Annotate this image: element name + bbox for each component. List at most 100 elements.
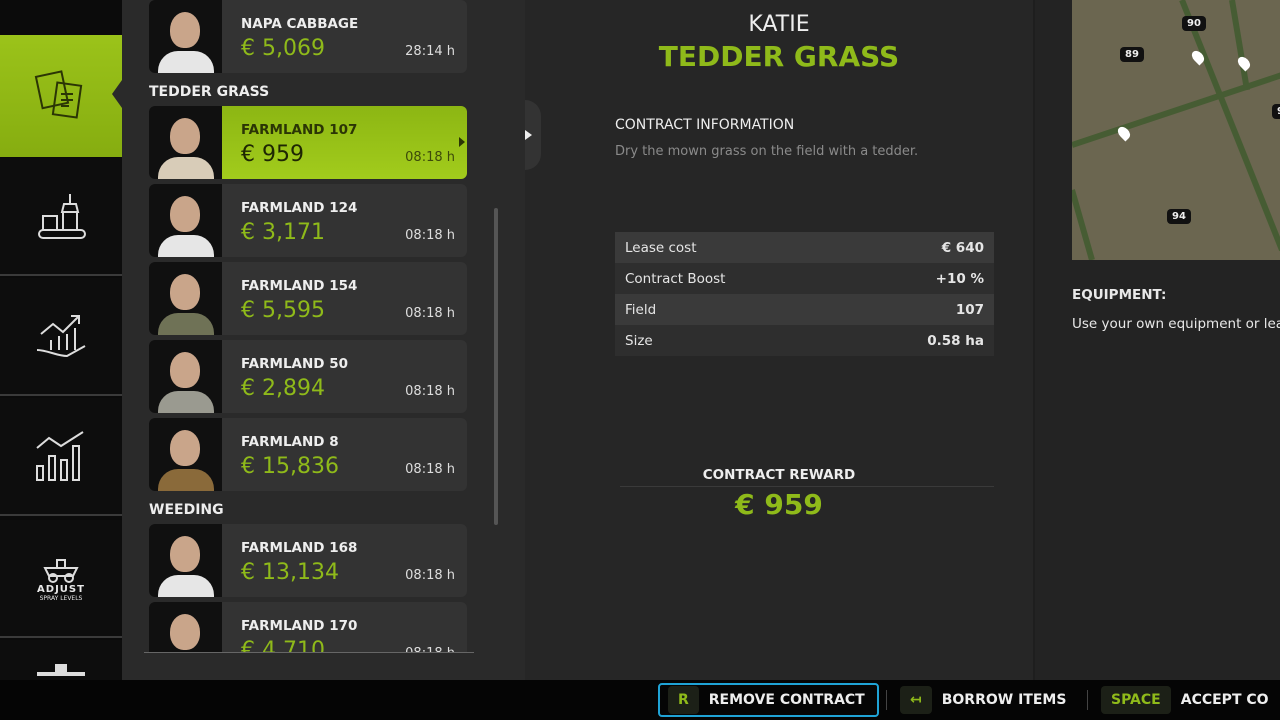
row-value: € 640 [941,239,984,256]
scrollbar[interactable] [494,208,498,525]
contract-price: € 2,894 [241,376,325,401]
reward-label: CONTRACT REWARD [702,467,856,483]
equipment-text: Use your own equipment or leas [1072,316,1280,332]
contract-name: FARMLAND 170 [241,618,358,634]
borrow-items-button[interactable]: ↤ BORROW ITEMS [892,683,1066,717]
production-icon [38,194,86,239]
contract-list-item[interactable]: FARMLAND 124 € 3,171 08:18 h [149,184,467,257]
contract-time: 08:18 h [405,384,455,399]
collapse-tab[interactable] [525,100,541,170]
button-label: ACCEPT CO [1180,692,1269,708]
key-hint: SPACE [1101,686,1171,714]
sidebar-item-tractor[interactable] [0,640,122,680]
contract-time: 28:14 h [405,44,455,59]
divider [886,690,887,710]
row-value: 107 [955,301,984,318]
contracts-icon [34,70,83,119]
sidebar: ADJUST SPRAY LEVELS [0,0,122,680]
avatar [149,184,222,257]
npc-name: KATIE [748,12,810,37]
avatar [149,106,222,179]
button-label: BORROW ITEMS [941,692,1067,708]
remove-contract-button[interactable]: R REMOVE CONTRACT [658,683,879,717]
action-bar: R REMOVE CONTRACT ↤ BORROW ITEMS SPACE ACCE… [0,680,1280,720]
field-map[interactable]: 90 89 9 94 [1072,0,1280,260]
contract-name: FARMLAND 50 [241,356,348,372]
key-hint: R [668,686,699,714]
contract-list-item[interactable]: FARMLAND 168 € 13,134 08:18 h [149,524,467,597]
adjust-spray-levels-icon [43,559,79,583]
contract-time: 08:18 h [405,150,455,165]
row-label: Contract Boost [625,270,726,287]
contract-list-item[interactable]: FARMLAND 154 € 5,595 08:18 h [149,262,467,335]
table-row: Contract Boost +10 % [615,263,994,294]
contract-price: € 959 [241,142,304,167]
table-row: Field 107 [615,294,994,325]
table-row: Lease cost € 640 [615,232,994,263]
field-label: 9 [1272,104,1280,119]
contract-list-item[interactable]: FARMLAND 8 € 15,836 08:18 h [149,418,467,491]
divider [1087,690,1088,710]
spray-sublabel: SPRAY LEVELS [39,595,83,602]
info-text: Dry the mown grass on the field with a t… [615,144,919,159]
contract-list-item[interactable]: FARMLAND 107 € 959 08:18 h [149,106,467,179]
item-info [222,106,467,179]
sidebar-item-adjust-spray-levels[interactable]: ADJUST SPRAY LEVELS [0,520,122,638]
equipment-heading: EQUIPMENT: [1072,287,1167,303]
contract-price: € 5,069 [241,36,325,61]
contract-list: NAPA CABBAGE € 5,069 28:14 h TEDDER GRASS FA… [122,0,525,680]
sidebar-item-finance[interactable] [0,278,122,396]
avatar [149,262,222,335]
contract-name: FARMLAND 8 [241,434,339,450]
contract-title: TEDDER GRASS [658,40,900,73]
section-header: WEEDING [149,502,224,518]
contract-price: € 3,171 [241,220,325,245]
avatar [149,340,222,413]
avatar [149,418,222,491]
contract-info-table: Lease cost € 640 Contract Boost +10 % Fiel… [615,232,994,356]
selected-arrow-icon [459,137,465,147]
right-panel: 90 89 9 94 EQUIPMENT: Use your own equip… [1035,0,1280,680]
sidebar-item-statistics[interactable] [0,398,122,516]
sidebar-item-contracts[interactable] [0,35,122,157]
button-label: REMOVE CONTRACT [708,692,865,708]
field-label: 94 [1167,209,1191,224]
contract-name: FARMLAND 154 [241,278,358,294]
row-value: 0.58 ha [927,332,984,349]
contract-time: 08:18 h [405,228,455,243]
avatar [149,524,222,597]
contract-price: € 15,836 [241,454,339,479]
contract-name: FARMLAND 124 [241,200,358,216]
statistics-icon [36,431,84,481]
contract-time: 08:18 h [405,568,455,583]
contract-time: 08:18 h [405,306,455,321]
contract-name: FARMLAND 168 [241,540,358,556]
field-label: 90 [1182,16,1206,31]
contract-list-item[interactable]: FARMLAND 50 € 2,894 08:18 h [149,340,467,413]
avatar [149,0,222,73]
contract-name: FARMLAND 107 [241,122,358,138]
row-label: Field [625,301,657,318]
field-label: 89 [1120,47,1144,62]
row-label: Lease cost [625,239,697,256]
spray-label: ADJUST [37,584,85,595]
contract-price: € 5,595 [241,298,325,323]
finance-icon [36,315,86,358]
section-header: TEDDER GRASS [149,84,270,100]
contract-list-item[interactable]: NAPA CABBAGE € 5,069 28:14 h [149,0,467,73]
sidebar-item-production[interactable] [0,158,122,276]
info-heading: CONTRACT INFORMATION [615,117,795,133]
contract-time: 08:18 h [405,462,455,477]
divider [144,652,474,653]
tractor-icon [37,664,85,676]
reward-value: € 959 [735,488,823,521]
contract-detail: KATIE TEDDER GRASS CONTRACT INFORMATION … [525,0,1033,680]
key-hint: ↤ [900,686,932,714]
contract-name: NAPA CABBAGE [241,16,359,32]
row-value: +10 % [935,270,984,287]
table-row: Size 0.58 ha [615,325,994,356]
contract-price: € 13,134 [241,560,339,585]
accept-contract-button[interactable]: SPACE ACCEPT CO [1093,683,1269,717]
divider [620,486,994,487]
row-label: Size [625,332,653,349]
